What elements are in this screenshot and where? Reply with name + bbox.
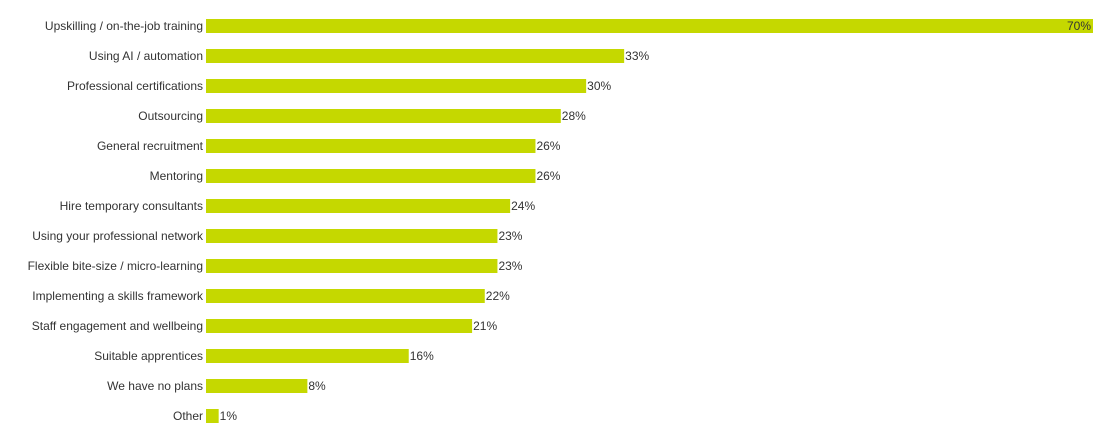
category-label: Mentoring bbox=[150, 169, 203, 183]
bar bbox=[206, 79, 587, 93]
value-label: 21% bbox=[473, 319, 497, 333]
value-label: 22% bbox=[486, 289, 510, 303]
value-label: 1% bbox=[220, 409, 238, 423]
category-label: Suitable apprentices bbox=[94, 349, 203, 363]
value-label: 24% bbox=[511, 199, 535, 213]
category-label: Using AI / automation bbox=[89, 49, 203, 63]
bar bbox=[206, 379, 308, 393]
category-label: Using your professional network bbox=[32, 229, 204, 243]
bar bbox=[206, 139, 536, 153]
category-label: General recruitment bbox=[97, 139, 204, 153]
category-label: Other bbox=[173, 409, 203, 423]
bar bbox=[206, 349, 409, 363]
bar bbox=[206, 19, 1093, 33]
category-label: Professional certifications bbox=[67, 79, 203, 93]
category-label: Upskilling / on-the-job training bbox=[45, 19, 203, 33]
bar bbox=[206, 289, 485, 303]
value-labels: 70% 33% 30% 28% 26% 26% 24% 23% 23% 22% 21% 16% 8% 1% bbox=[220, 19, 1092, 423]
value-label: 28% bbox=[562, 109, 586, 123]
value-label: 30% bbox=[587, 79, 611, 93]
value-label: 23% bbox=[498, 259, 522, 273]
category-label: Outsourcing bbox=[138, 109, 203, 123]
value-label: 26% bbox=[536, 139, 560, 153]
bar bbox=[206, 409, 219, 423]
value-label: 70% bbox=[1067, 19, 1091, 33]
value-label: 8% bbox=[308, 379, 326, 393]
value-label: 33% bbox=[625, 49, 649, 63]
category-label: Staff engagement and wellbeing bbox=[32, 319, 203, 333]
bars bbox=[206, 19, 1093, 423]
category-label: Hire temporary consultants bbox=[60, 199, 203, 213]
category-labels: Upskilling / on-the-job training Using AI… bbox=[28, 19, 204, 423]
category-label: Implementing a skills framework bbox=[32, 289, 204, 303]
category-label: Flexible bite-size / micro-learning bbox=[28, 259, 203, 273]
value-label: 26% bbox=[536, 169, 560, 183]
bar bbox=[206, 199, 511, 213]
bar bbox=[206, 169, 536, 183]
category-label: We have no plans bbox=[107, 379, 203, 393]
value-label: 16% bbox=[410, 349, 434, 363]
bar bbox=[206, 319, 473, 333]
value-label: 23% bbox=[498, 229, 522, 243]
bar bbox=[206, 229, 498, 243]
bar bbox=[206, 259, 498, 273]
bar bbox=[206, 49, 625, 63]
bar bbox=[206, 109, 561, 123]
